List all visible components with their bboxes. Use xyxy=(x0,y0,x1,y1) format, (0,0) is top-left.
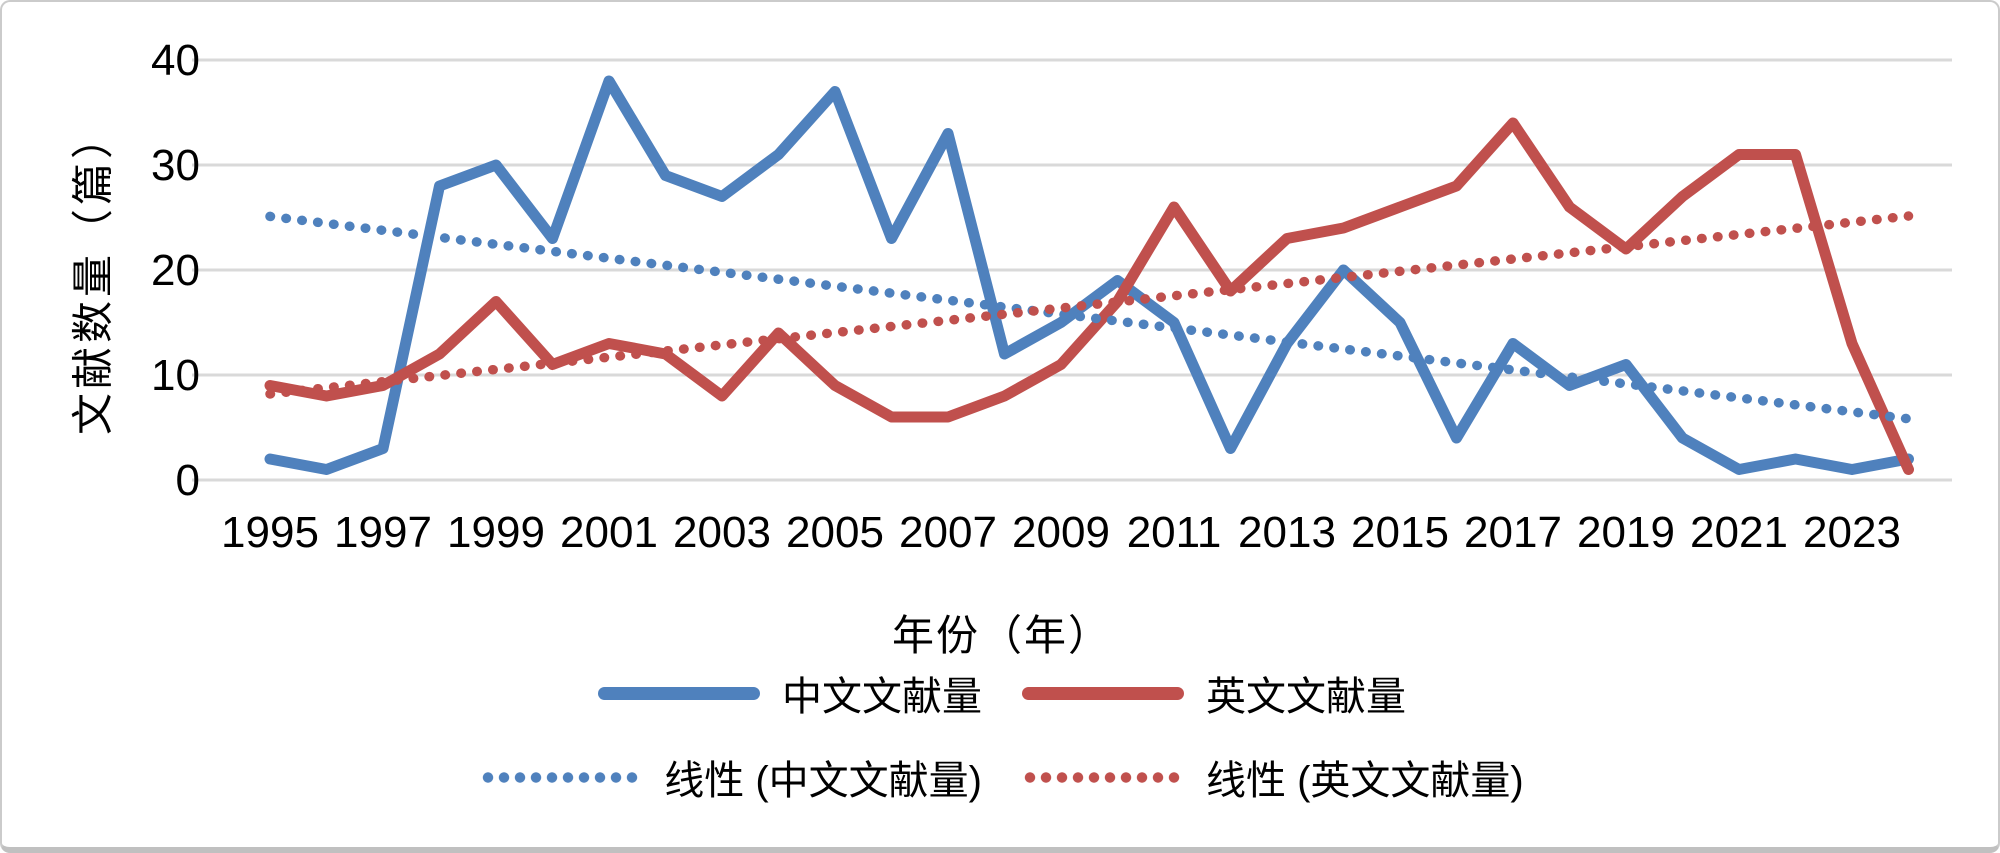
x-tick-label: 2013 xyxy=(1238,508,1336,557)
x-tick-label: 2019 xyxy=(1577,508,1675,557)
x-tick-label: 2003 xyxy=(673,508,771,557)
y-axis-tick-labels: 0 10 20 30 40 xyxy=(151,36,200,505)
y-tick-label: 20 xyxy=(151,246,200,295)
legend: 中文文献量 英文文献量 线性 (中文文献量) 线性 (英文文献量) xyxy=(2,664,1998,806)
x-tick-label: 2005 xyxy=(786,508,884,557)
legend-item-chinese: 中文文献量 xyxy=(598,664,982,722)
legend-swatch-english-dotted-line xyxy=(1022,771,1184,783)
x-axis-title: 年份（年） xyxy=(891,612,1112,659)
x-tick-label: 1995 xyxy=(221,508,319,557)
x-tick-label: 2011 xyxy=(1127,508,1222,557)
x-tick-label: 2015 xyxy=(1351,508,1449,557)
trendline-线性 (英文文献量) xyxy=(265,211,1914,399)
x-tick-label: 1997 xyxy=(334,508,432,557)
x-tick-label: 1999 xyxy=(447,508,545,557)
y-tick-label: 30 xyxy=(151,141,200,190)
legend-swatch-chinese-solid-line xyxy=(598,686,760,700)
x-tick-label: 2021 xyxy=(1690,508,1788,557)
series-line-英文文献量 xyxy=(264,117,1914,475)
legend-swatch-chinese-dotted-line xyxy=(480,771,643,783)
legend-item-linear-chinese: 线性 (中文文献量) xyxy=(480,748,982,806)
line-chart: 0 10 20 30 40 1995 1997 1999 2001 2003 2005 2007 200… xyxy=(151,36,1952,557)
x-tick-label: 2007 xyxy=(899,508,997,557)
x-tick-label: 2001 xyxy=(560,508,658,557)
x-tick-label: 2017 xyxy=(1464,508,1562,557)
y-tick-label: 40 xyxy=(151,36,200,85)
legend-label-linear-chinese: 线性 (中文文献量) xyxy=(664,759,982,803)
trendline-线性 (中文文献量) xyxy=(265,211,1914,424)
series-line-中文文献量 xyxy=(264,75,1914,475)
legend-swatch-english-solid-line xyxy=(1022,686,1184,700)
legend-row-linear: 线性 (中文文献量) 线性 (英文文献量) xyxy=(480,748,1524,806)
legend-label-linear-english: 线性 (英文文献量) xyxy=(1206,759,1524,803)
legend-row-solid: 中文文献量 英文文献量 xyxy=(598,664,1406,722)
y-axis-title: 文献数量（篇） xyxy=(69,112,117,436)
x-tick-label: 2023 xyxy=(1803,508,1901,557)
x-axis-tick-labels: 1995 1997 1999 2001 2003 2005 2007 2009 2011 2013… xyxy=(221,508,1901,557)
y-tick-label: 0 xyxy=(176,456,200,505)
legend-label-chinese: 中文文献量 xyxy=(782,675,982,719)
legend-item-english: 英文文献量 xyxy=(1022,664,1406,722)
legend-label-english: 英文文献量 xyxy=(1206,675,1406,719)
y-tick-label: 10 xyxy=(151,351,200,400)
x-tick-label: 2009 xyxy=(1012,508,1110,557)
gridlines xyxy=(192,58,1952,482)
legend-item-linear-english: 线性 (英文文献量) xyxy=(1022,748,1524,806)
